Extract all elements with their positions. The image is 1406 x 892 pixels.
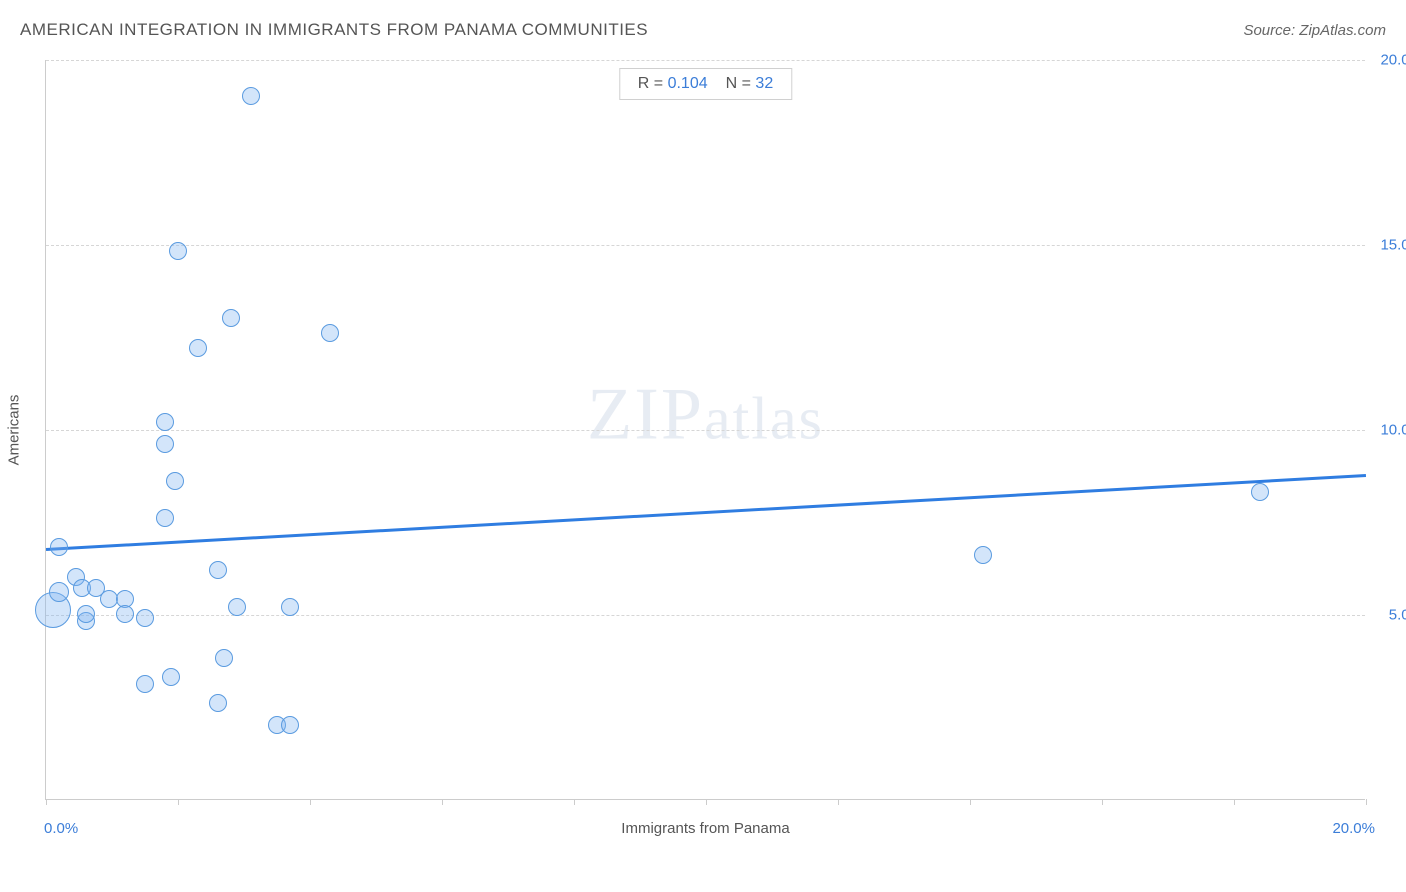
source-attribution: Source: ZipAtlas.com [1243,22,1386,39]
x-tick-max: 20.0% [1332,820,1375,837]
data-point [242,87,260,105]
x-tick-mark [1102,799,1103,805]
watermark: ZIPatlas [587,372,824,457]
x-tick-mark [1234,799,1235,805]
x-tick-mark [178,799,179,805]
data-point [136,609,154,627]
x-axis-label: Immigrants from Panama [621,820,789,837]
x-tick-mark [310,799,311,805]
data-point [156,435,174,453]
y-tick-label: 5.0% [1371,607,1406,624]
data-point [100,590,118,608]
data-point [189,339,207,357]
data-point [974,546,992,564]
gridline-h [46,60,1365,61]
data-point [222,309,240,327]
regression-line [46,474,1366,550]
r-value: 0.104 [668,75,708,92]
x-tick-mark [1366,799,1367,805]
x-tick-mark [442,799,443,805]
gridline-h [46,430,1365,431]
x-tick-mark [706,799,707,805]
data-point [215,649,233,667]
x-tick-mark [838,799,839,805]
data-point [136,675,154,693]
data-point [169,242,187,260]
data-point [116,605,134,623]
watermark-atlas: atlas [704,385,824,451]
data-point [162,668,180,686]
data-point [281,598,299,616]
x-tick-mark [46,799,47,805]
header: AMERICAN INTEGRATION IN IMMIGRANTS FROM … [20,20,1386,40]
data-point [166,472,184,490]
stats-legend: R = 0.104 N = 32 [619,68,792,100]
y-tick-label: 20.0% [1371,52,1406,69]
data-point [228,598,246,616]
data-point [209,694,227,712]
y-axis-label: Americans [6,394,23,465]
data-point [77,605,95,623]
r-label: R = [638,75,668,92]
data-point [1251,483,1269,501]
data-point [209,561,227,579]
data-point [156,509,174,527]
x-tick-min: 0.0% [44,820,78,837]
x-tick-mark [574,799,575,805]
n-value: 32 [755,75,773,92]
x-tick-mark [970,799,971,805]
n-label: N = [726,75,756,92]
data-point [49,582,69,602]
y-tick-label: 15.0% [1371,237,1406,254]
data-point [156,413,174,431]
gridline-h [46,615,1365,616]
y-tick-label: 10.0% [1371,422,1406,439]
chart-title: AMERICAN INTEGRATION IN IMMIGRANTS FROM … [20,20,648,40]
data-point [281,716,299,734]
gridline-h [46,245,1365,246]
data-point [50,538,68,556]
watermark-zip: ZIP [587,373,704,455]
data-point [321,324,339,342]
scatter-chart: ZIPatlas R = 0.104N = 32 Americans Immig… [45,60,1365,800]
